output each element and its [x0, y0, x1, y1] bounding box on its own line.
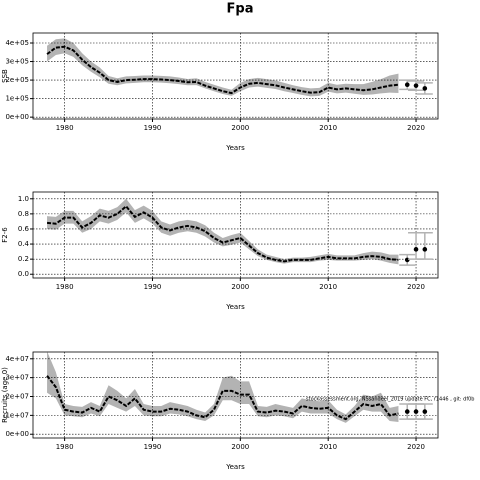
estimate-line	[46, 375, 399, 421]
y-axis-label: Recruits (age 0)	[1, 367, 9, 423]
y-tick-label: 1e+05	[5, 95, 29, 103]
confidence-band	[47, 38, 399, 97]
y-tick-label: 0e+00	[5, 113, 29, 121]
plot-frame	[32, 351, 439, 439]
projection-point	[413, 409, 419, 414]
projection-point	[404, 257, 410, 263]
projection-point	[404, 82, 410, 88]
confidence-band	[47, 351, 399, 423]
y-tick-label: 0.8	[18, 210, 29, 218]
plot-frame	[32, 191, 439, 279]
x-tick-label: 2020	[407, 283, 425, 291]
y-tick-label: 2e+07	[5, 393, 29, 401]
y-tick-label: 4e+07	[5, 355, 29, 363]
y-tick-label: 1.0	[18, 195, 29, 203]
y-tick-label: 0.0	[18, 270, 29, 278]
x-tick-label: 2020	[407, 443, 425, 451]
x-tick-label: 2010	[319, 443, 337, 451]
x-tick-label: 1990	[144, 124, 162, 132]
x-tick-label: 1990	[144, 443, 162, 451]
x-axis-label: Years	[225, 303, 245, 311]
x-tick-label: 1980	[56, 283, 74, 291]
projection-point	[413, 247, 419, 252]
x-tick-label: 2010	[319, 124, 337, 132]
plot-frame	[32, 32, 439, 120]
annotation: stockassessment.org, NSsandeel_2019 upda…	[306, 397, 474, 403]
y-axis-label: SSB	[1, 69, 9, 83]
projection-point	[422, 86, 428, 91]
y-tick-label: 0e+00	[5, 430, 29, 438]
x-tick-label: 2020	[407, 124, 425, 132]
x-tick-label: 2010	[319, 283, 337, 291]
y-tick-label: 1e+07	[5, 411, 29, 419]
y-tick-label: 0.6	[18, 225, 30, 233]
y-tick-label: 3e+05	[5, 58, 29, 66]
projection-point	[413, 83, 419, 88]
x-tick-label: 2000	[231, 443, 249, 451]
estimate-line	[46, 204, 399, 263]
chart-title: Fpa	[227, 2, 254, 17]
y-tick-label: 3e+07	[5, 374, 29, 382]
x-tick-label: 1980	[56, 124, 74, 132]
projection-point	[422, 247, 428, 252]
x-axis-label: Years	[225, 144, 245, 152]
x-tick-label: 2000	[231, 124, 249, 132]
projection-point	[422, 409, 428, 414]
y-tick-label: 0.2	[18, 255, 29, 263]
y-tick-label: 0.4	[18, 240, 30, 248]
y-tick-label: 4e+05	[5, 39, 29, 47]
x-tick-label: 1980	[56, 443, 74, 451]
projection-point	[404, 409, 410, 414]
y-axis-label: F2-6	[1, 227, 9, 243]
y-tick-label: 2e+05	[5, 76, 29, 84]
estimate-line	[46, 45, 399, 95]
x-axis-label: Years	[225, 463, 245, 471]
x-tick-label: 1990	[144, 283, 162, 291]
confidence-band	[47, 198, 399, 265]
x-tick-label: 2000	[231, 283, 249, 291]
